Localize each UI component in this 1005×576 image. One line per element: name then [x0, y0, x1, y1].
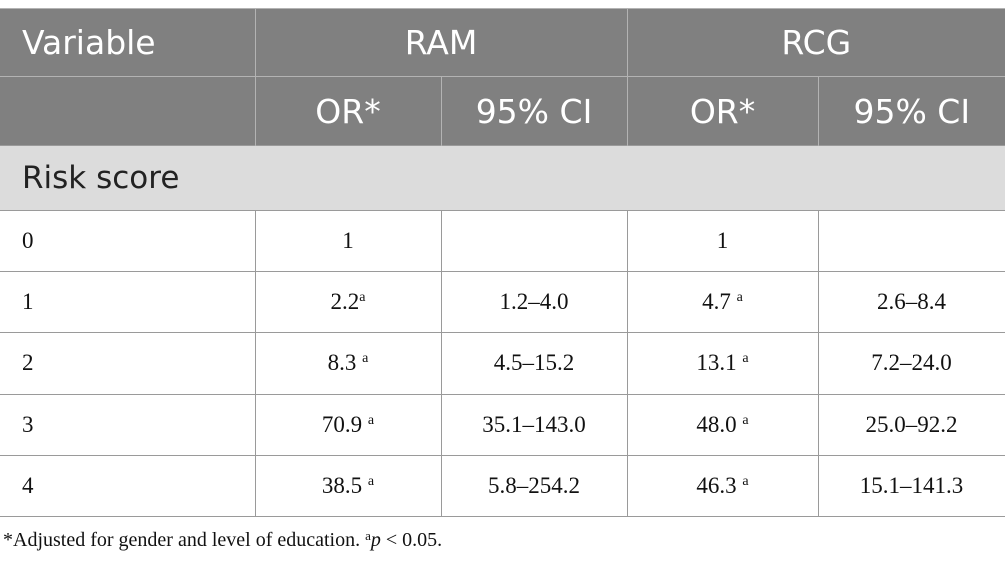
- rcg-ci-cell: 2.6–8.4: [817, 271, 1005, 334]
- risk-score-cell: 3: [0, 394, 255, 456]
- rcg-ci-header: 95% CI: [817, 76, 1005, 146]
- ram-or-cell: 8.3 a: [254, 332, 441, 395]
- rcg-ci-cell: 15.1–141.3: [817, 455, 1005, 517]
- header-row-measures: OR* 95% CI OR* 95% CI: [0, 76, 1005, 146]
- table-row: 0 1 1: [0, 210, 1005, 273]
- ram-group-header: RAM: [254, 8, 628, 77]
- ram-ci-cell: 1.2–4.0: [440, 271, 628, 334]
- rcg-or-header: OR*: [626, 76, 819, 146]
- risk-score-cell: 0: [0, 210, 255, 273]
- ram-or-value: 2.2: [330, 289, 360, 315]
- rcg-or-cell: 46.3 a: [626, 455, 819, 517]
- rcg-or-value: 46.3: [696, 472, 743, 498]
- ram-sig-mark: a: [359, 290, 366, 306]
- ram-or-cell: 2.2a: [254, 271, 441, 334]
- ram-or-cell: 38.5 a: [254, 455, 441, 517]
- rcg-ci-cell: 7.2–24.0: [817, 332, 1005, 395]
- ram-or-value: 70.9: [321, 411, 368, 437]
- footnote-p-symbol: p: [370, 529, 381, 551]
- rcg-sig-mark: a: [742, 473, 749, 489]
- odds-ratio-table: Variable RAM RCG OR* 95% CI OR* 95% CI R…: [0, 8, 1005, 517]
- ram-or-cell: 70.9 a: [254, 394, 441, 456]
- rcg-or-cell: 1: [626, 210, 819, 273]
- rcg-or-value: 4.7: [702, 289, 737, 315]
- table-row: 4 38.5 a 5.8–254.2 46.3 a 15.1–141.3: [0, 455, 1005, 517]
- rcg-or-cell: 4.7 a: [626, 271, 819, 334]
- table-row: 3 70.9 a 35.1–143.0 48.0 a 25.0–92.2: [0, 394, 1005, 456]
- rcg-ci-cell: 25.0–92.2: [817, 394, 1005, 456]
- rcg-sig-mark: a: [742, 351, 749, 367]
- risk-score-cell: 2: [0, 332, 255, 395]
- table-row: 1 2.2a 1.2–4.0 4.7 a 2.6–8.4: [0, 271, 1005, 334]
- ram-ci-cell: [440, 210, 628, 273]
- rcg-or-cell: 48.0 a: [626, 394, 819, 456]
- ram-or-cell: 1: [254, 210, 441, 273]
- risk-score-cell: 4: [0, 455, 255, 517]
- ram-ci-cell: 5.8–254.2: [440, 455, 628, 517]
- rcg-or-value: 1: [716, 228, 729, 254]
- ram-ci-cell: 4.5–15.2: [440, 332, 628, 395]
- section-row: Risk score: [0, 145, 1005, 211]
- variable-header: Variable: [0, 8, 255, 77]
- variable-subheader-empty: [0, 76, 255, 146]
- ram-or-value: 8.3: [327, 350, 363, 376]
- risk-score-cell: 1: [0, 271, 255, 334]
- ram-or-value: 1: [342, 228, 354, 254]
- rcg-ci-cell: [817, 210, 1005, 273]
- rcg-or-value: 13.1: [696, 350, 743, 376]
- rcg-or-cell: 13.1 a: [626, 332, 819, 395]
- ram-sig-mark: a: [362, 351, 369, 367]
- rcg-sig-mark: a: [742, 412, 749, 428]
- ram-ci-header: 95% CI: [440, 76, 628, 146]
- ram-or-value: 38.5: [321, 472, 368, 498]
- header-row-groups: Variable RAM RCG: [0, 8, 1005, 77]
- ram-ci-cell: 35.1–143.0: [440, 394, 628, 456]
- rcg-or-value: 48.0: [696, 411, 743, 437]
- rcg-sig-mark: a: [736, 290, 743, 306]
- ram-sig-mark: a: [367, 473, 375, 489]
- footnote-adjusted-text: *Adjusted for gender and level of educat…: [3, 529, 366, 551]
- ram-sig-mark: a: [367, 412, 375, 428]
- table-footnote: *Adjusted for gender and level of educat…: [3, 528, 442, 552]
- footnote-p-text: < 0.05.: [380, 529, 443, 551]
- section-label: Risk score: [0, 145, 1005, 211]
- table-row: 2 8.3 a 4.5–15.2 13.1 a 7.2–24.0: [0, 332, 1005, 395]
- rcg-group-header: RCG: [626, 8, 1005, 77]
- ram-or-header: OR*: [254, 76, 441, 146]
- footnote-sig-mark: a: [365, 528, 371, 543]
